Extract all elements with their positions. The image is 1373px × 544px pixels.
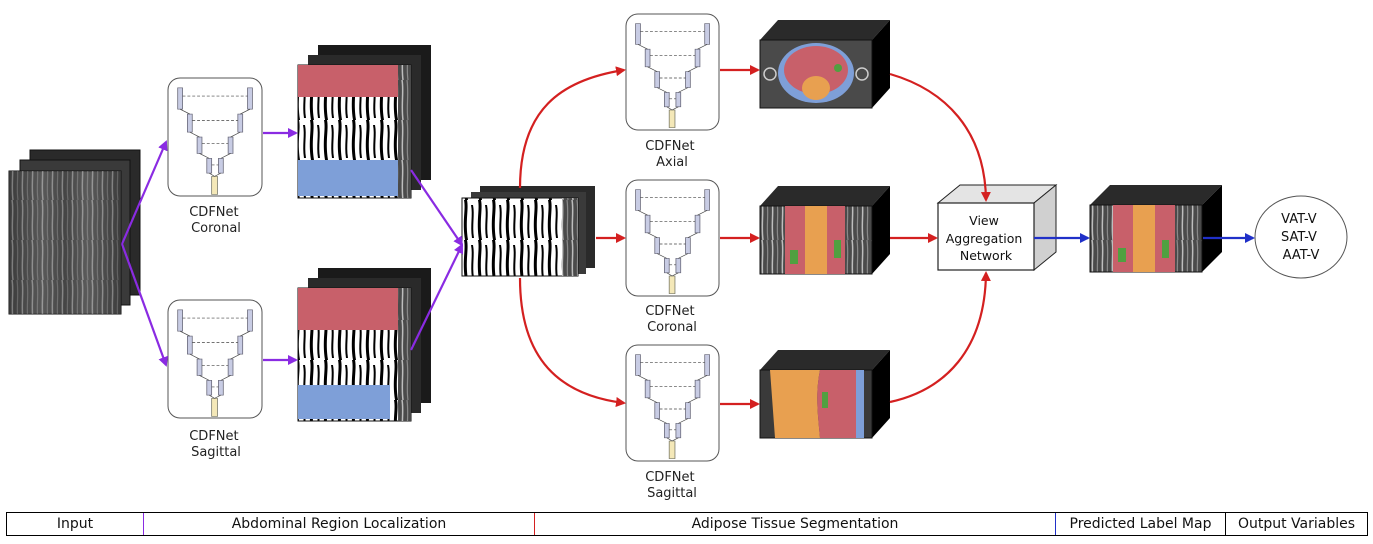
sagittal-localization-map xyxy=(297,268,431,422)
net-name: CDFNet xyxy=(645,470,694,485)
segmentation-arrows xyxy=(518,65,991,409)
stage-legend-bar: Input Abdominal Region Localization Adip… xyxy=(6,512,1368,536)
net-view: Axial xyxy=(656,155,688,170)
net-view: Coronal xyxy=(191,221,241,236)
stage-input: Input xyxy=(7,513,144,535)
stage-segmentation: Adipose Tissue Segmentation xyxy=(535,513,1056,535)
coronal-localization-map xyxy=(297,45,431,199)
stage-predicted-label-map: Predicted Label Map xyxy=(1056,513,1226,535)
coronal-label-volume xyxy=(759,186,890,275)
localization-coronal-network xyxy=(167,77,263,197)
stage-localization: Abdominal Region Localization xyxy=(144,513,535,535)
net-name: CDFNet xyxy=(645,304,694,319)
sagittal-label-volume xyxy=(759,350,890,439)
localization-sagittal-network xyxy=(167,299,263,419)
view-aggregation-label: View Aggregation Network xyxy=(946,213,1027,263)
net-name: CDFNet xyxy=(189,205,238,220)
localization-sagittal-label: CDFNet Sagittal xyxy=(189,429,243,460)
output-sat: SAT-V xyxy=(1281,230,1317,245)
output-vat: VAT-V xyxy=(1281,212,1317,227)
aggregation-line-1: View xyxy=(969,213,999,228)
axial-label-volume xyxy=(759,20,890,109)
segmentation-coronal-network xyxy=(625,179,720,297)
net-name: CDFNet xyxy=(645,139,694,154)
segmentation-sagittal-network xyxy=(625,344,720,462)
localization-coronal-label: CDFNet Coronal xyxy=(189,205,243,236)
net-view: Sagittal xyxy=(191,445,241,460)
localization-arrows xyxy=(120,128,464,367)
output-variables-label: VAT-V SAT-V AAT-V xyxy=(1281,212,1321,263)
predicted-label-map xyxy=(1089,185,1222,273)
net-view: Coronal xyxy=(647,320,697,335)
segmentation-coronal-label: CDFNet Coronal xyxy=(645,304,699,335)
segmentation-axial-network xyxy=(625,13,720,131)
cropped-region-stack xyxy=(461,186,595,277)
aggregation-line-2: Aggregation xyxy=(946,231,1023,246)
input-mri-stack xyxy=(8,149,141,315)
view-aggregation-network xyxy=(936,183,1058,272)
segmentation-sagittal-label: CDFNet Sagittal xyxy=(645,470,699,501)
stage-output-variables: Output Variables xyxy=(1237,516,1356,532)
pipeline-diagram: CDFNet Coronal CDFNet Sagittal xyxy=(8,13,1348,501)
output-variables-ellipse xyxy=(1254,195,1348,279)
output-aat: AAT-V xyxy=(1283,248,1320,263)
net-name: CDFNet xyxy=(189,429,238,444)
segmentation-axial-label: CDFNet Axial xyxy=(645,139,699,170)
aggregation-line-3: Network xyxy=(960,248,1013,263)
net-view: Sagittal xyxy=(647,486,697,501)
